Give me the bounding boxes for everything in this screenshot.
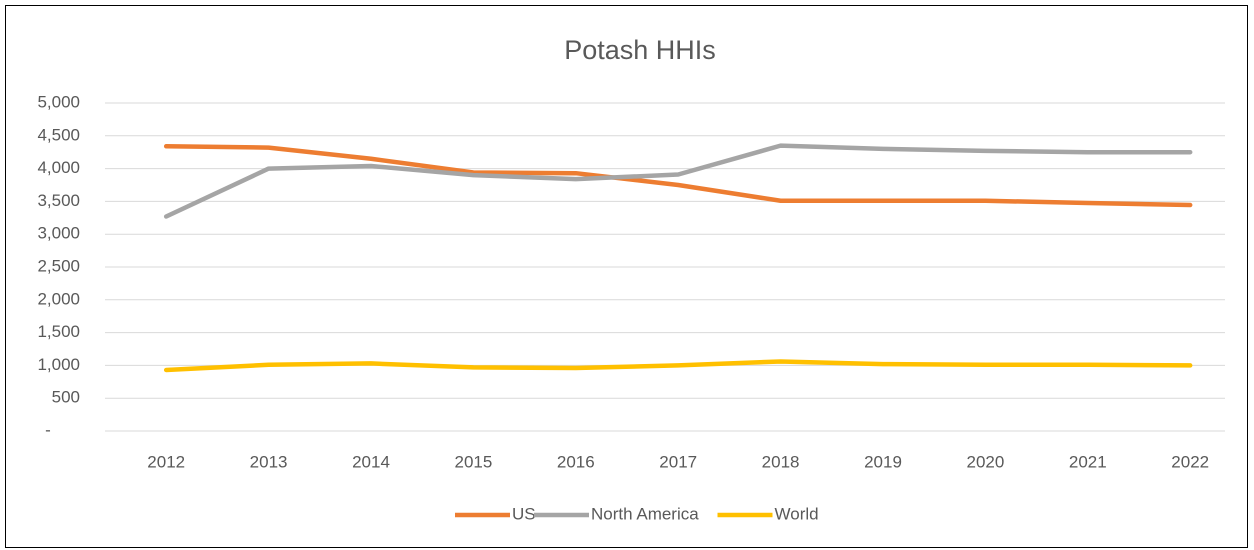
x-tick-label: 2015 bbox=[454, 452, 492, 471]
x-tick-label: 2020 bbox=[966, 452, 1004, 471]
x-tick-label: 2013 bbox=[250, 452, 288, 471]
x-tick-label: 2016 bbox=[557, 452, 595, 471]
y-tick-label: 4,500 bbox=[37, 125, 80, 144]
y-tick-label: 5,000 bbox=[37, 92, 80, 111]
y-tick-label: 1,500 bbox=[37, 322, 80, 341]
x-tick-label: 2012 bbox=[147, 452, 185, 471]
series-line bbox=[163, 359, 1193, 373]
legend-label: World bbox=[775, 504, 819, 523]
y-tick-label: 3,000 bbox=[37, 224, 80, 243]
chart-title: Potash HHIs bbox=[564, 35, 716, 65]
chart-border bbox=[5, 5, 1248, 548]
y-tick-label: 500 bbox=[52, 388, 80, 407]
x-tick-label: 2021 bbox=[1069, 452, 1107, 471]
x-tick-label: 2017 bbox=[659, 452, 697, 471]
series-line bbox=[163, 144, 1193, 208]
x-tick-label: 2019 bbox=[864, 452, 902, 471]
legend-label: US bbox=[512, 504, 536, 523]
y-tick-label: 2,500 bbox=[37, 256, 80, 275]
x-tick-label: 2018 bbox=[762, 452, 800, 471]
x-tick-label: 2014 bbox=[352, 452, 390, 471]
y-tick-label: - bbox=[45, 420, 51, 439]
y-tick-label: 4,000 bbox=[37, 158, 80, 177]
series-line bbox=[163, 143, 1193, 219]
y-tick-label: 3,500 bbox=[37, 191, 80, 210]
legend-label: North America bbox=[591, 504, 699, 523]
y-tick-label: 2,000 bbox=[37, 289, 80, 308]
x-tick-label: 2022 bbox=[1171, 452, 1209, 471]
y-tick-label: 1,000 bbox=[37, 355, 80, 374]
